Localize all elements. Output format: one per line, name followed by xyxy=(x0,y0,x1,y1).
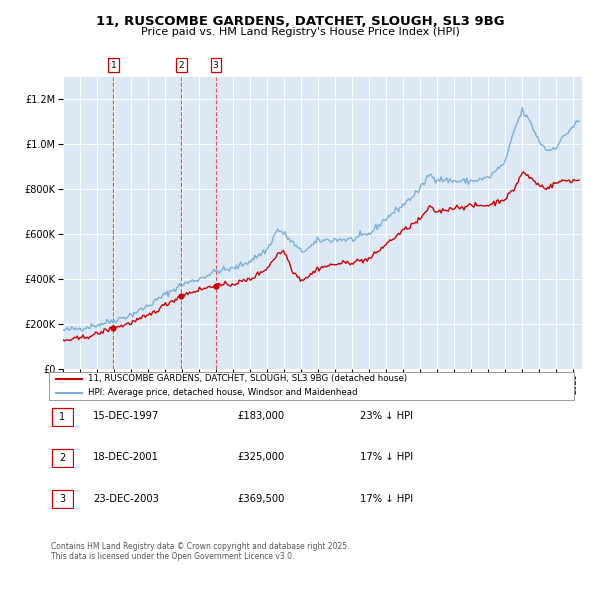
FancyBboxPatch shape xyxy=(52,408,73,425)
Text: 11, RUSCOMBE GARDENS, DATCHET, SLOUGH, SL3 9BG: 11, RUSCOMBE GARDENS, DATCHET, SLOUGH, S… xyxy=(95,15,505,28)
FancyBboxPatch shape xyxy=(49,372,574,400)
Text: 2: 2 xyxy=(179,61,184,70)
Text: 23-DEC-2003: 23-DEC-2003 xyxy=(93,494,159,503)
Text: 1: 1 xyxy=(110,61,116,70)
Text: Price paid vs. HM Land Registry's House Price Index (HPI): Price paid vs. HM Land Registry's House … xyxy=(140,27,460,37)
FancyBboxPatch shape xyxy=(52,490,73,508)
Text: 3: 3 xyxy=(59,494,65,504)
Text: 1: 1 xyxy=(59,412,65,421)
Text: 2: 2 xyxy=(59,453,65,463)
Text: 11, RUSCOMBE GARDENS, DATCHET, SLOUGH, SL3 9BG (detached house): 11, RUSCOMBE GARDENS, DATCHET, SLOUGH, S… xyxy=(88,374,407,384)
Text: 17% ↓ HPI: 17% ↓ HPI xyxy=(360,494,413,503)
Text: 3: 3 xyxy=(213,61,218,70)
Text: 17% ↓ HPI: 17% ↓ HPI xyxy=(360,453,413,462)
Text: HPI: Average price, detached house, Windsor and Maidenhead: HPI: Average price, detached house, Wind… xyxy=(88,388,357,398)
FancyBboxPatch shape xyxy=(52,449,73,467)
Text: £369,500: £369,500 xyxy=(237,494,284,503)
Text: 23% ↓ HPI: 23% ↓ HPI xyxy=(360,411,413,421)
Text: Contains HM Land Registry data © Crown copyright and database right 2025.
This d: Contains HM Land Registry data © Crown c… xyxy=(51,542,349,561)
Text: £183,000: £183,000 xyxy=(237,411,284,421)
Text: 15-DEC-1997: 15-DEC-1997 xyxy=(93,411,160,421)
Text: 18-DEC-2001: 18-DEC-2001 xyxy=(93,453,159,462)
Text: £325,000: £325,000 xyxy=(237,453,284,462)
